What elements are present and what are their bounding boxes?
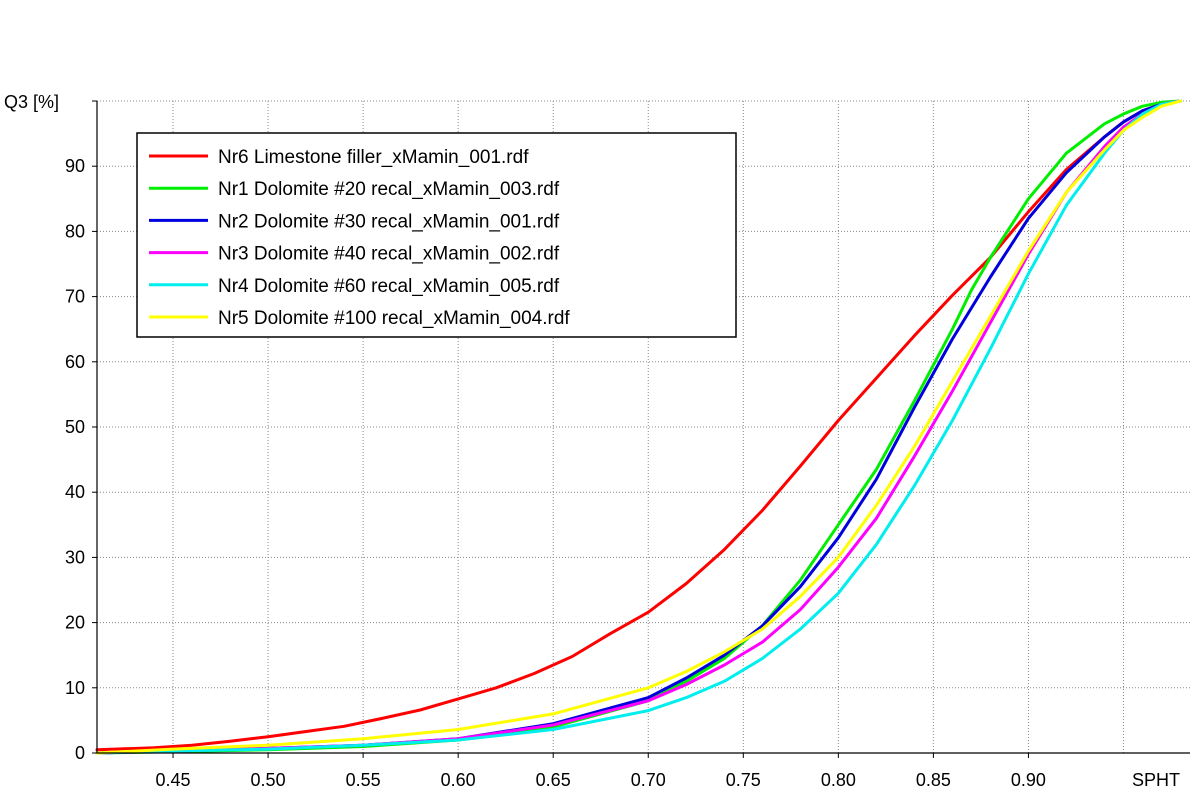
y-tick-labels: 0 10 20 30 40 50 60 70 80 90	[65, 156, 85, 763]
legend-entry: Nr1 Dolomite #20 recal_xMamin_003.rdf	[218, 179, 560, 200]
series-line-5	[95, 99, 1182, 755]
series-line-1	[95, 99, 1182, 752]
y-tick-label: 20	[65, 613, 85, 633]
legend-entry: Nr6 Limestone filler_xMamin_001.rdf	[218, 147, 529, 168]
legend-entry: Nr4 Dolomite #60 recal_xMamin_005.rdf	[218, 276, 560, 297]
y-axis-label: Q3 [%]	[4, 92, 59, 112]
legend-entry: Nr3 Dolomite #40 recal_xMamin_002.rdf	[218, 244, 560, 265]
series-lines	[95, 99, 1182, 755]
y-tick-label: 10	[65, 678, 85, 698]
legend: Nr6 Limestone filler_xMamin_001.rdf Nr1 D…	[136, 132, 737, 338]
y-tick-label: 90	[65, 156, 85, 176]
y-tick-label: 0	[75, 743, 85, 763]
x-tick-label: 0.55	[346, 770, 381, 790]
y-tick-label: 30	[65, 547, 85, 567]
y-tick-label: 50	[65, 417, 85, 437]
x-tick-label: 0.60	[441, 770, 476, 790]
x-tick-label: 0.85	[916, 770, 951, 790]
y-tick-label: 70	[65, 287, 85, 307]
x-tick-label: 0.75	[726, 770, 761, 790]
x-tick-labels: 0.45 0.50 0.55 0.60 0.65 0.70 0.75 0.80 0.85 0.90	[156, 770, 1046, 790]
x-tick-label: 0.65	[536, 770, 571, 790]
axes	[92, 100, 1190, 758]
legend-entry: Nr5 Dolomite #100 recal_xMamin_004.rdf	[218, 308, 570, 329]
y-tick-label: 80	[65, 221, 85, 241]
x-tick-label: 0.80	[821, 770, 856, 790]
y-tick-label: 60	[65, 352, 85, 372]
series-line-6	[95, 99, 1182, 755]
x-tick-label: 0.45	[156, 770, 191, 790]
x-tick-label: 0.50	[251, 770, 286, 790]
y-tick-label: 40	[65, 482, 85, 502]
x-tick-label: 0.70	[631, 770, 666, 790]
x-axis-label: SPHT	[1132, 770, 1180, 790]
legend-entry: Nr2 Dolomite #30 recal_xMamin_001.rdf	[218, 211, 560, 232]
x-tick-label: 0.90	[1011, 770, 1046, 790]
legend-box	[136, 132, 737, 338]
